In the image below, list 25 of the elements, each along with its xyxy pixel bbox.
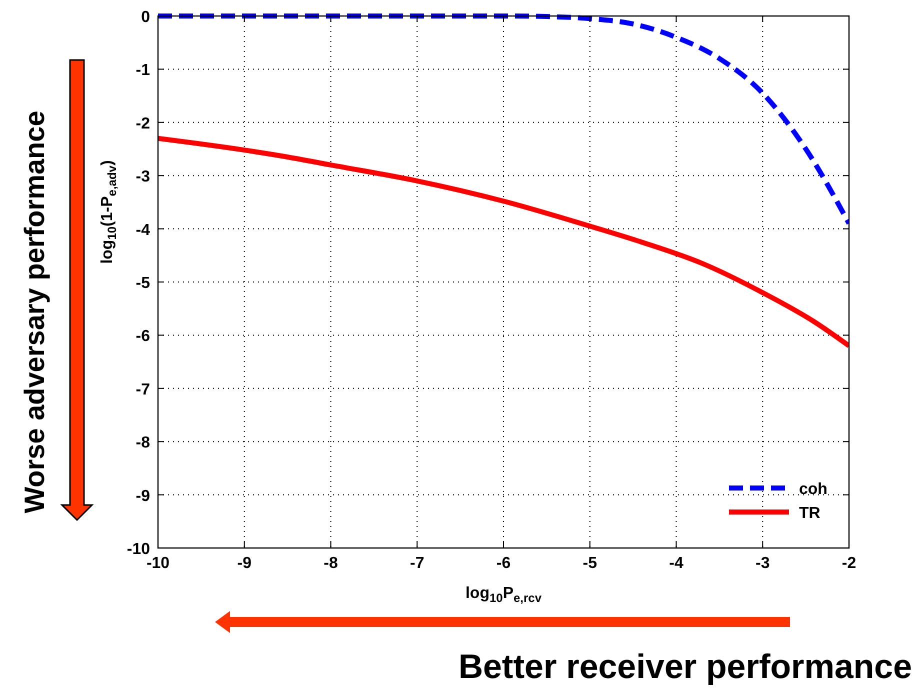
x-tick-label: -9 (237, 555, 252, 572)
text: Worse adversary performance (19, 110, 50, 514)
x-tick-label: -8 (324, 555, 338, 572)
x-tick-label: -7 (410, 555, 424, 572)
x-tick-label: -10 (146, 555, 170, 572)
x-tick-label: -2 (842, 555, 856, 572)
legend-label: TR (799, 505, 821, 522)
y-tick-label: -5 (136, 275, 150, 292)
y-tick-label: -9 (136, 488, 150, 505)
y-tick-label: 0 (141, 9, 150, 26)
y-tick-label: -3 (136, 168, 150, 186)
legend-label: coh (799, 481, 828, 498)
x-tick-label: -6 (496, 555, 511, 572)
y-tick-label: -6 (136, 328, 150, 346)
y-tick-label: -10 (126, 541, 150, 558)
y-tick-label: -4 (136, 222, 150, 239)
x-tick-label: -5 (582, 555, 598, 572)
x-axis-title: log$_{10}$P$_{e,rcv}$ (465, 585, 542, 605)
y-tick-label: -2 (136, 115, 150, 132)
y-tick-label: -1 (136, 62, 150, 80)
x-tick-label: -4 (669, 555, 684, 572)
x-tick-label: -3 (756, 555, 770, 572)
y-tick-label: -8 (136, 434, 150, 452)
y-tick-label: -7 (136, 381, 150, 398)
text: Better receiver performance (458, 648, 912, 686)
